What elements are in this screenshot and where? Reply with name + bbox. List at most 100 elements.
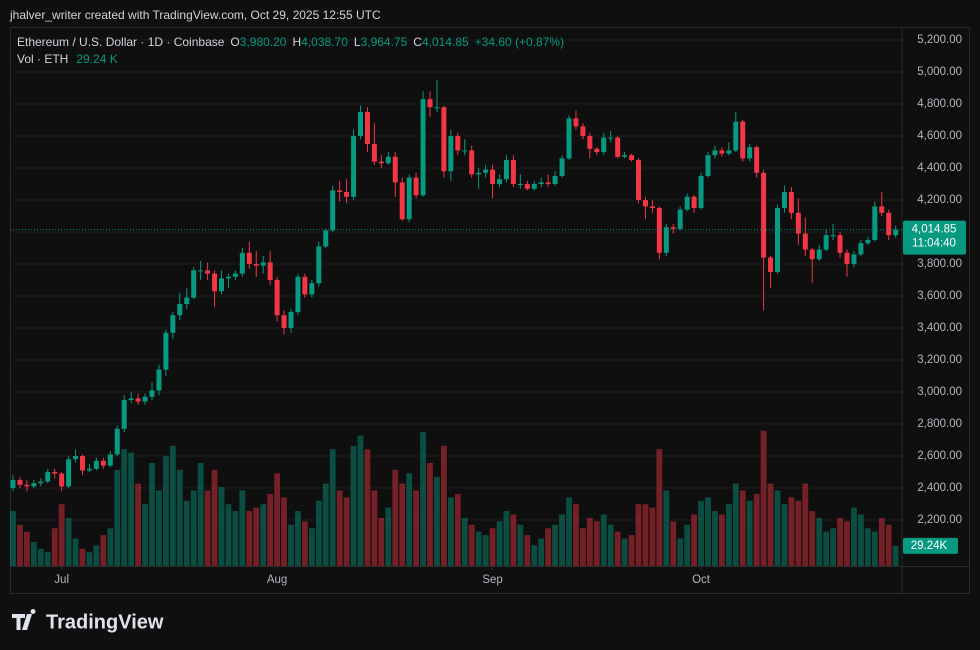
candle-body [775,208,780,272]
axes: 2,200.00 2,400.00 2,600.00 2,800.00 3,000.00… [10,34,966,586]
candle-body [260,262,266,266]
volume-bar [420,432,426,566]
volume-bar [114,469,121,566]
candle-body [858,243,864,255]
candle-body [142,396,148,402]
volume-bar [218,487,225,566]
candle-body [344,192,350,197]
ohlc-key: O [230,35,239,49]
candle-body [170,315,176,333]
candle-body [420,99,426,196]
ohlc-value: 4,038.70 [301,35,348,49]
volume-bar [30,541,37,566]
candle-body [580,126,586,136]
volume-bar [225,504,232,566]
volume-bar [496,521,503,566]
symbol: Ethereum / U.S. Dollar · 1D · Coinbase [17,35,225,49]
candle-body [66,459,72,487]
volume-bar [649,507,656,566]
candle-body [705,155,711,176]
y-tick-label: 3,400.00 [917,322,962,334]
volume-bar [621,538,628,566]
candle-body [267,262,273,280]
volume-bar [441,445,447,566]
candle-body [642,200,648,207]
volume-bar [656,449,663,566]
candle-body [712,150,718,156]
candle-body [740,121,746,159]
candle-body [52,472,58,474]
volume-bar [364,449,371,566]
volume-bar [454,493,461,566]
volume-bar [774,490,781,566]
ohlc-value: 4,014.85 [422,35,469,49]
candle-body [573,118,579,127]
volume-bar [169,445,176,566]
candle-body [392,156,398,183]
volume-bar [121,449,128,566]
volume-bar [600,514,607,566]
candle-body [80,456,85,471]
candle-body [309,283,315,295]
volume-bar [482,535,489,566]
volume-bar [204,490,211,566]
volume-bar [593,521,600,566]
candle-body [608,137,614,139]
volume-bar [781,504,788,566]
candle-body [38,481,44,484]
candle-body [615,137,621,157]
volume-bar [607,524,614,566]
volume-bar [628,535,635,566]
candle-body [733,121,739,151]
candle-body [663,227,669,253]
candle-body [538,182,544,184]
volume-bar [378,517,385,566]
volume-bar [705,497,711,566]
volume-bar [44,552,51,566]
volume-bar [239,490,246,566]
candle-body [114,428,120,455]
candle-body [649,206,655,208]
candle-body [198,270,204,272]
candle-body [490,169,496,184]
volume-bar [489,528,496,566]
candle-body [747,147,753,159]
volume-bar [712,511,718,566]
candle-body [524,184,530,189]
volume-bar [17,524,23,566]
candle-body [31,483,37,487]
y-tick-label: 5,200.00 [917,34,962,46]
candle-body [358,112,363,136]
candle-body [232,273,238,277]
candle-body [448,136,454,172]
volume-bar [72,538,79,566]
volume-bar [691,514,697,566]
candle-body [281,315,287,328]
candle-body [205,270,211,274]
candle-body [406,177,412,220]
candle-body [809,249,815,260]
candle-body [246,252,252,264]
last-price-tag [903,220,966,255]
candle-body [371,144,377,162]
candle-body [670,227,676,229]
candle-body [59,473,65,487]
volume-bar [503,511,510,566]
volume-bar [538,538,545,566]
volume-bar [260,504,267,566]
volume-bar [135,483,141,566]
candle-body [121,400,127,429]
candle-body [100,460,106,466]
candle-body [503,160,509,180]
ohlc-value: 3,980.20 [240,35,287,49]
y-tick-label: 2,800.00 [917,418,962,430]
candles [10,80,899,492]
volume-bar [642,504,649,566]
y-tick-label: 4,400.00 [917,162,962,174]
y-tick-label: 2,400.00 [917,482,962,494]
volume-bar [357,435,364,566]
volume-label: Vol · ETH [17,52,68,66]
candle-body [837,235,843,253]
candle-body [823,235,829,250]
